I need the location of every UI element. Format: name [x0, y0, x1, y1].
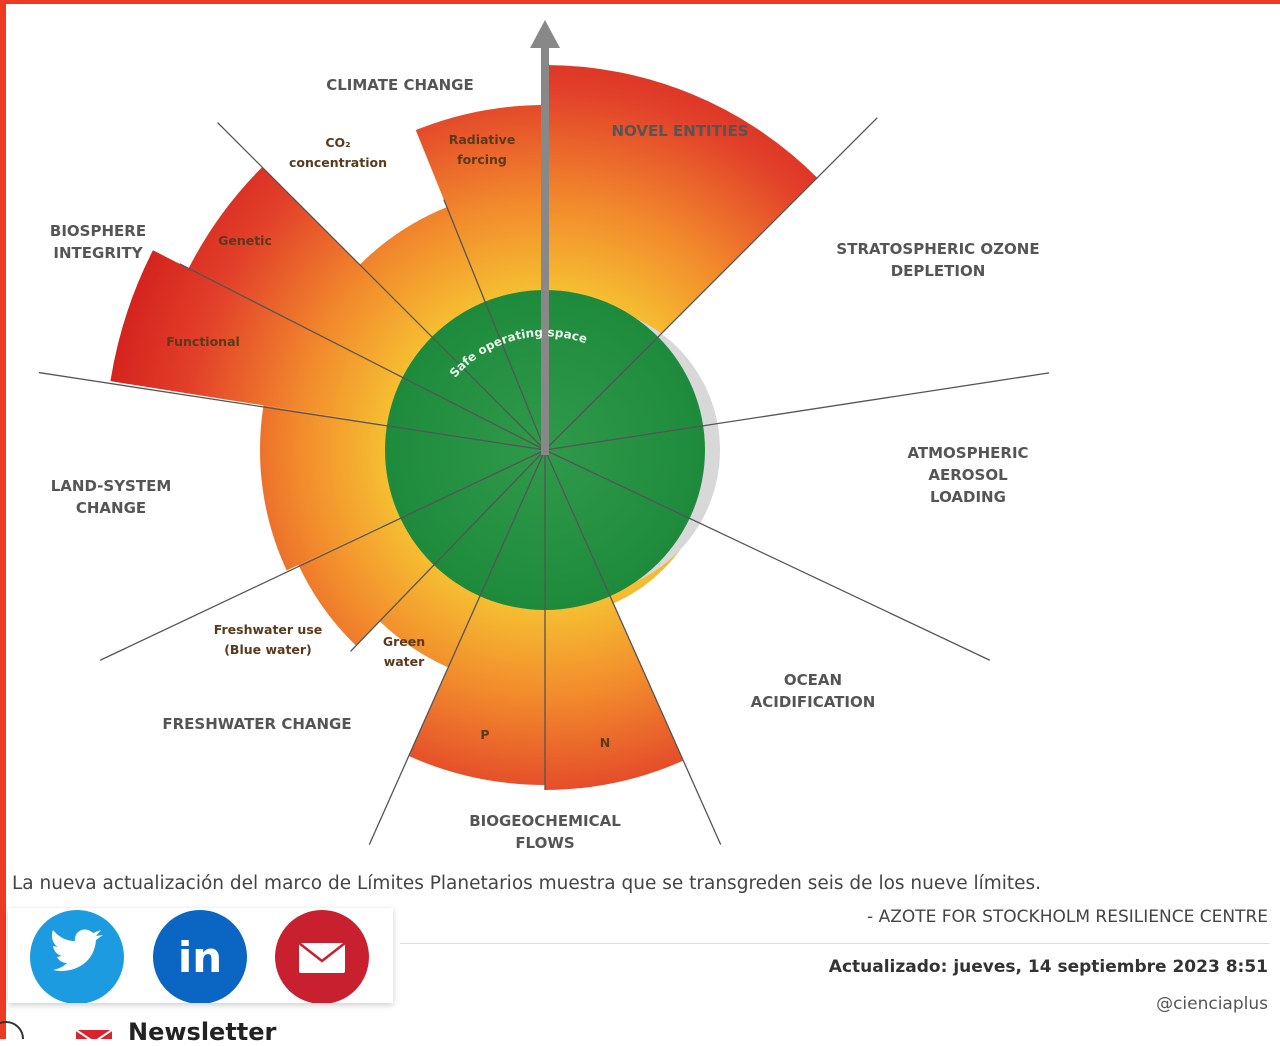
boundary-label: LAND-SYSTEM [51, 477, 172, 495]
boundary-label: STRATOSPHERIC OZONE [836, 240, 1039, 258]
boundary-line [544, 117, 878, 451]
boundary-label: INTEGRITY [53, 244, 143, 262]
boundary-label: NOVEL ENTITIES [611, 122, 748, 140]
share-bar: in [8, 908, 393, 1004]
boundary-line [179, 263, 546, 451]
linkedin-button[interactable]: in [153, 910, 247, 1004]
boundary-label: CHANGE [76, 499, 146, 517]
share-icons: in [30, 910, 369, 1004]
twitter-button[interactable] [30, 910, 124, 1004]
boundary-label: CLIMATE CHANGE [326, 76, 474, 94]
frame [0, 0, 1280, 4]
risk-arrow-head [530, 20, 560, 48]
sub-label: Genetic [218, 233, 272, 248]
boundary-label: ATMOSPHERIC [907, 444, 1028, 462]
newsletter-icons [0, 1021, 113, 1039]
sub-label: water [384, 654, 425, 669]
credit: - AZOTE FOR STOCKHOLM RESILIENCE CENTRE [867, 907, 1268, 927]
boundary-label: FLOWS [515, 834, 574, 852]
sub-label: Functional [166, 334, 240, 349]
sub-label: Radiative [449, 132, 516, 147]
sub-label: N [600, 735, 610, 750]
newsletter-link[interactable]: Newsletter [128, 1018, 277, 1046]
linkedin-glyph: in [178, 933, 222, 982]
sub-label: Freshwater use [214, 622, 323, 637]
sub-label: concentration [289, 155, 387, 170]
boundary-line [38, 371, 546, 451]
boundary-line [544, 372, 1050, 451]
author: @cienciaplus [1156, 994, 1268, 1014]
sub-label: (Blue water) [224, 642, 312, 657]
boundary-label: OCEAN [784, 671, 842, 689]
sub-label: forcing [457, 152, 507, 167]
boundary-line [217, 122, 546, 451]
sub-label: P [480, 727, 489, 742]
boundary-line [544, 449, 991, 661]
boundary-line [350, 449, 546, 652]
boundary-line [544, 449, 722, 845]
boundary-label: FRESHWATER CHANGE [162, 715, 351, 733]
boundary-label: LOADING [930, 488, 1006, 506]
boundary-label: ACIDIFICATION [751, 693, 876, 711]
frame [0, 0, 6, 1039]
planetary-boundaries-figure: Safe operating space CLIMATE CHANGE NOVE… [38, 20, 1050, 852]
caption: La nueva actualización del marco de Lími… [12, 873, 1042, 894]
boundary-line [99, 449, 546, 661]
boundary-label: BIOSPHERE [50, 222, 146, 240]
boundary-label: DEPLETION [891, 262, 986, 280]
email-button[interactable] [275, 910, 369, 1004]
sub-label: Green [383, 634, 425, 649]
boundary-label: BIOGEOCHEMICAL [469, 812, 621, 830]
boundary-label: AEROSOL [928, 466, 1008, 484]
updated-date: Actualizado: jueves, 14 septiembre 2023 … [828, 957, 1268, 977]
divider [400, 943, 1270, 944]
boundary-line [368, 449, 546, 845]
sub-label: CO₂ [325, 135, 350, 150]
boundary-line [443, 199, 546, 451]
